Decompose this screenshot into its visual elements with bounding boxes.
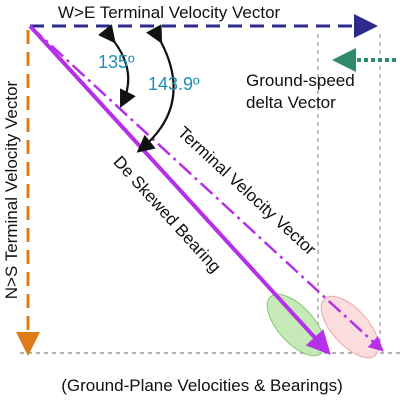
angle-arc: [136, 24, 175, 153]
angle-label: 143.9º: [148, 74, 200, 94]
deskewed-label: De Skewed Bearing: [109, 152, 224, 276]
delta-label: delta Vector: [246, 93, 336, 112]
angle-arc: [97, 24, 136, 108]
terminal-vector: [29, 25, 384, 352]
title: W>E Terminal Velocity Vector: [58, 3, 281, 22]
angle-label: 135º: [98, 52, 135, 72]
delta-label: Ground-speed: [246, 71, 355, 90]
deskewed-vector: [28, 24, 331, 355]
ns-label: N>S Terminal Velocity Vector: [2, 80, 21, 299]
caption: (Ground-Plane Velocities & Bearings): [61, 376, 343, 395]
pink-region: [320, 295, 380, 359]
